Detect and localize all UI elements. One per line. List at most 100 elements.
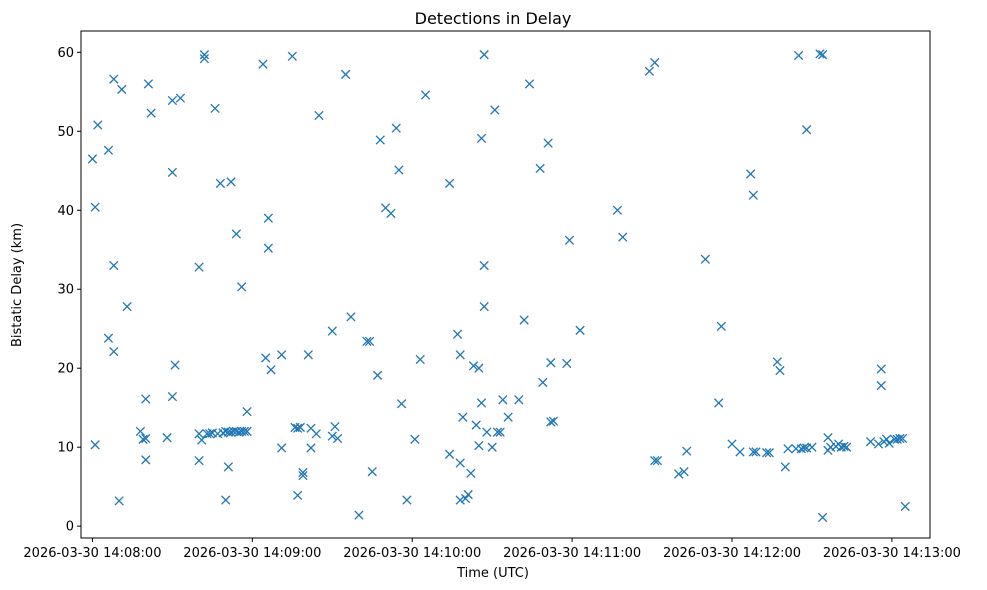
data-point (391, 123, 401, 133)
data-point (735, 447, 745, 457)
data-point (865, 436, 876, 447)
data-point (205, 429, 215, 439)
data-point (194, 262, 204, 272)
data-point (167, 95, 178, 106)
data-point (575, 325, 585, 335)
data-point (143, 79, 154, 89)
data-point (394, 165, 404, 175)
data-point (772, 357, 782, 367)
data-point (327, 431, 337, 441)
data-point (455, 458, 465, 468)
data-point (410, 434, 420, 444)
data-point (535, 163, 545, 174)
y-tick-label: 40 (57, 204, 74, 219)
data-point (263, 213, 273, 223)
data-point (314, 110, 324, 121)
data-point (367, 467, 377, 477)
data-point (276, 443, 287, 453)
data-point (226, 177, 236, 187)
data-point (239, 426, 250, 437)
data-point (876, 380, 886, 391)
data-point (311, 429, 321, 439)
data-point (420, 90, 431, 100)
x-tick-label: 2026-03-30 14:09:00 (183, 546, 321, 561)
data-point (495, 427, 505, 437)
data-point (386, 208, 396, 219)
data-point (93, 120, 103, 130)
data-point (287, 51, 297, 61)
data-point (823, 433, 833, 443)
data-point (490, 105, 500, 115)
data-point (298, 470, 308, 481)
data-point (295, 422, 305, 433)
data-point (476, 133, 487, 144)
x-tick-label: 2026-03-30 14:10:00 (343, 546, 481, 561)
data-point (109, 260, 119, 271)
data-point (881, 434, 892, 444)
chart-title: Detections in Delay (415, 9, 572, 28)
data-point (444, 178, 455, 189)
data-point (479, 260, 489, 271)
y-tick-label: 10 (57, 441, 74, 456)
data-point (90, 202, 100, 212)
x-axis-ticks: 2026-03-30 14:08:00 2026-03-30 14:09:00 20… (23, 538, 961, 561)
data-point (764, 448, 774, 458)
data-point (396, 399, 407, 409)
data-point (895, 433, 905, 444)
data-point (543, 138, 553, 148)
data-point (415, 354, 425, 365)
data-point (679, 467, 689, 477)
data-point (146, 108, 156, 118)
data-point (330, 421, 340, 432)
data-point (650, 455, 660, 466)
data-point (306, 443, 316, 453)
data-point (562, 358, 572, 369)
data-point (372, 370, 383, 380)
data-point (839, 441, 849, 452)
data-point (117, 84, 127, 95)
x-axis-label: Time (UTC) (456, 566, 529, 581)
data-point (674, 469, 684, 479)
y-tick-label: 0 (66, 520, 74, 535)
data-point (292, 423, 303, 433)
data-point (261, 353, 271, 363)
data-point (748, 447, 758, 457)
data-point (783, 444, 793, 454)
data-point (276, 350, 287, 360)
data-point (876, 364, 886, 374)
data-point (298, 467, 308, 478)
data-point (340, 69, 351, 80)
data-point (700, 254, 711, 264)
data-point (524, 79, 535, 89)
data-point (487, 442, 497, 452)
data-point (652, 455, 663, 466)
data-point (444, 449, 455, 459)
data-point (612, 205, 623, 215)
data-point (354, 510, 364, 520)
data-point (194, 429, 204, 439)
data-point (564, 235, 575, 245)
data-point (221, 495, 231, 505)
data-point (751, 447, 761, 457)
data-point (761, 448, 772, 458)
data-point (458, 412, 468, 422)
data-point (748, 190, 758, 200)
x-tick-label: 2026-03-30 14:08:00 (23, 546, 161, 561)
data-point (364, 336, 375, 347)
data-point (463, 489, 473, 500)
data-point (817, 512, 828, 523)
x-tick-label: 2026-03-30 14:12:00 (663, 546, 801, 561)
data-point (546, 358, 556, 368)
data-point (519, 315, 529, 325)
y-tick-label: 20 (57, 362, 74, 377)
data-point (716, 321, 727, 332)
data-point (135, 426, 146, 437)
data-point (452, 329, 463, 339)
data-point (514, 395, 524, 405)
data-point (266, 365, 276, 375)
data-point (474, 363, 484, 373)
data-point (746, 169, 756, 179)
data-point (242, 406, 252, 417)
data-point (897, 433, 908, 444)
